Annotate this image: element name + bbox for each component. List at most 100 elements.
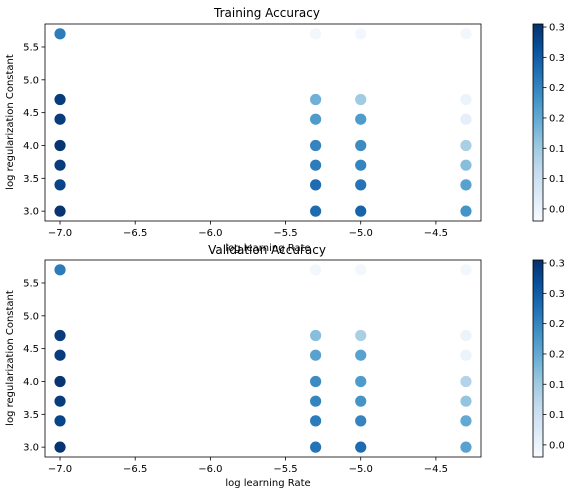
- data-point: [460, 159, 472, 171]
- colorbar-tick-label: 0.05: [549, 440, 564, 451]
- data-point: [310, 395, 322, 407]
- y-tick-label: 4.5: [23, 108, 39, 119]
- data-point: [355, 349, 367, 361]
- x-tick-label: −6.5: [123, 228, 147, 239]
- data-point: [310, 264, 322, 276]
- data-point: [310, 329, 322, 342]
- data-point: [310, 375, 322, 388]
- data-point: [310, 159, 322, 171]
- data-point: [310, 349, 322, 361]
- chart-title: Training Accuracy: [213, 6, 320, 20]
- data-point: [355, 415, 367, 427]
- data-point: [54, 159, 66, 171]
- data-point: [460, 113, 472, 125]
- colorbar-tick-label: 0.10: [549, 174, 564, 185]
- x-tick-label: −7.0: [48, 228, 72, 239]
- colorbar-tick-label: 0.25: [549, 83, 564, 94]
- data-point: [355, 375, 367, 388]
- y-tick-label: 4.0: [23, 141, 39, 152]
- data-point: [355, 264, 367, 276]
- y-tick-label: 5.5: [23, 278, 39, 289]
- y-axis-ticks: 3.0 3.5 4.0 4.5 5.0 5.5: [23, 278, 45, 454]
- data-point: [310, 415, 322, 427]
- data-point: [54, 113, 66, 125]
- data-point: [54, 264, 66, 276]
- colorbar-tick-label: 0.05: [549, 204, 564, 215]
- colorbar-tick-label: 0.20: [549, 349, 564, 360]
- colorbar-tick-label: 0.35: [549, 23, 564, 34]
- data-point: [460, 395, 472, 407]
- data-point: [310, 139, 322, 152]
- data-point: [310, 113, 322, 125]
- x-tick-label: −4.5: [424, 464, 448, 475]
- scatter-points: [54, 264, 472, 453]
- data-point: [355, 139, 367, 152]
- y-tick-label: 3.5: [23, 174, 39, 185]
- y-tick-label: 5.5: [23, 42, 39, 53]
- y-tick-label: 3.0: [23, 443, 39, 454]
- colorbar: [532, 259, 544, 458]
- data-point: [310, 28, 322, 40]
- y-axis-label: log regularization Constant: [5, 290, 16, 426]
- data-point: [310, 205, 322, 217]
- data-point: [54, 93, 66, 106]
- x-tick-label: −5.0: [349, 464, 373, 475]
- y-axis-label: log regularization Constant: [5, 54, 16, 190]
- data-point: [355, 28, 367, 40]
- colorbar-ticks: 0.05 0.10 0.15 0.20 0.25 0.30 0.35: [543, 259, 564, 451]
- x-axis-label: log learning Rate: [225, 478, 310, 489]
- x-tick-label: −5.0: [349, 228, 373, 239]
- data-point: [460, 375, 472, 388]
- x-tick-label: −6.0: [198, 464, 222, 475]
- data-point: [460, 415, 472, 427]
- data-point: [355, 159, 367, 171]
- data-point: [54, 28, 66, 40]
- colorbar: [532, 23, 544, 222]
- colorbar-tick-label: 0.25: [549, 319, 564, 330]
- data-point: [355, 113, 367, 125]
- data-point: [310, 179, 322, 191]
- colorbar-tick-label: 0.15: [549, 144, 564, 155]
- data-point: [54, 139, 66, 152]
- data-point: [54, 441, 66, 453]
- data-point: [460, 264, 472, 276]
- data-point: [355, 93, 367, 106]
- x-axis-label: log learning Rate: [225, 243, 310, 254]
- data-point: [460, 179, 472, 191]
- y-tick-label: 5.0: [23, 311, 39, 322]
- y-tick-label: 3.0: [23, 207, 39, 218]
- data-point: [355, 395, 367, 407]
- data-point: [54, 349, 66, 361]
- data-point: [54, 415, 66, 427]
- colorbar-tick-label: 0.35: [549, 259, 564, 270]
- x-axis-ticks: −7.0 −6.5 −6.0 −5.5 −5.0 −4.5: [48, 457, 448, 475]
- chart-title: Validation Accuracy: [208, 243, 326, 257]
- scatter-points: [54, 28, 472, 217]
- data-point: [355, 179, 367, 191]
- y-tick-label: 4.0: [23, 377, 39, 388]
- colorbar-tick-label: 0.20: [549, 113, 564, 124]
- data-point: [355, 329, 367, 342]
- data-point: [460, 28, 472, 40]
- x-tick-label: −5.5: [273, 464, 297, 475]
- training-accuracy-panel: Training Accuracy −7.0 −6.5 −6.0 −5.5 −5.0 −4…: [5, 6, 564, 254]
- plot-area: [44, 23, 482, 222]
- data-point: [310, 441, 322, 453]
- data-point: [54, 205, 66, 217]
- x-tick-label: −4.5: [424, 228, 448, 239]
- x-tick-label: −6.0: [198, 228, 222, 239]
- data-point: [460, 329, 472, 342]
- data-point: [355, 441, 367, 453]
- data-point: [54, 375, 66, 388]
- colorbar-tick-label: 0.10: [549, 410, 564, 421]
- x-axis-ticks: −7.0 −6.5 −6.0 −5.5 −5.0 −4.5: [48, 221, 448, 239]
- colorbar-ticks: 0.05 0.10 0.15 0.20 0.25 0.30 0.35: [543, 23, 564, 215]
- data-point: [460, 349, 472, 361]
- plot-area: [44, 259, 482, 458]
- data-point: [355, 205, 367, 217]
- x-tick-label: −5.5: [273, 228, 297, 239]
- colorbar-tick-label: 0.30: [549, 289, 564, 300]
- x-tick-label: −6.5: [123, 464, 147, 475]
- y-axis-ticks: 3.0 3.5 4.0 4.5 5.0 5.5: [23, 42, 45, 218]
